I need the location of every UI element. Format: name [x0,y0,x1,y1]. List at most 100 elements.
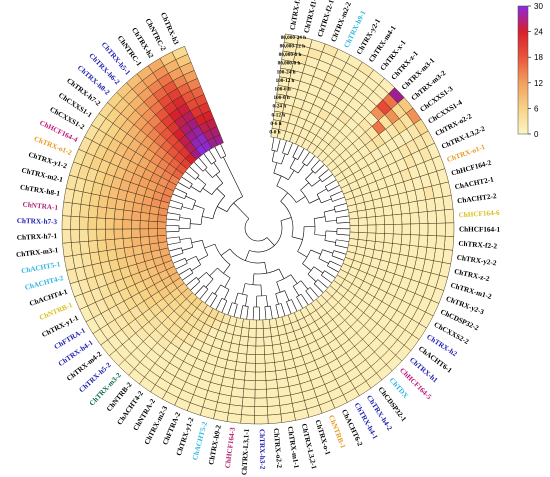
heatmap-cell [435,235,446,250]
tree-branch [175,267,178,270]
heatmap-cell [122,237,133,249]
heatmap-cell [374,232,385,243]
tree-branch [172,193,175,195]
heatmap-cell [105,228,115,241]
heatmap-cell [96,228,107,241]
heatmap-cell [157,234,168,244]
tree-branch [324,240,336,243]
tree-arc [202,240,209,256]
tree-branch [234,304,238,315]
heatmap-cell [418,211,429,224]
tree-branch [327,185,338,192]
heatmap-cell [242,388,256,399]
heatmap-cell [410,223,420,236]
tree-branch [296,296,303,307]
heatmap-cell [62,201,73,217]
heatmap-cell [265,379,278,390]
tree-branch [175,187,178,190]
heatmap-cell [265,370,277,381]
heatmap-cell [418,223,429,236]
heatmap-cell [70,241,82,256]
tree-branch [213,162,221,172]
tree-branch [224,277,231,288]
tree-branch [333,250,345,254]
tree-branch [186,255,197,262]
tree-branch [181,206,193,210]
colorbar-tick-label: 12 [534,79,543,88]
tree-branch [270,305,273,317]
gene-label: ChTRX-h8-1 [19,183,61,198]
tree-arc [184,258,188,264]
tree-arc [324,186,329,192]
tree-branch [332,197,343,202]
tree-branch [224,289,230,300]
heatmap-cell [105,238,116,251]
tree-branch [300,280,309,290]
tree-branch [334,179,337,181]
tree-branch [309,198,320,204]
tree-branch [168,236,180,239]
tree-branch [204,169,213,178]
tree-branch [339,265,342,267]
gene-label: ChTRX-f2-2 [458,240,498,251]
heatmap-cell [157,228,167,237]
sample-label: 0-24 h [272,104,286,110]
tree-branch [246,306,249,318]
heatmap-cell [79,229,89,243]
heatmap-cell [241,397,256,407]
tree-branch [281,153,286,165]
tree-branch [190,288,193,291]
tree-branch [189,166,192,169]
tree-branch [284,313,286,317]
tree-branch [331,255,343,260]
heatmap-cell [366,216,377,226]
heatmap-cell [366,232,377,242]
tree-arc [244,218,268,242]
gene-label: ChHCF164-1 [459,225,501,233]
tree-branch [306,157,314,167]
tree-branch [327,265,338,272]
gene-label: ChTRX-m1-1 [286,426,301,469]
heatmap-cell [234,361,247,372]
colorbar-tick-label: 6 [534,104,539,113]
tree-branch [202,216,214,219]
tree-branch [265,295,268,307]
heatmap-cell [268,318,278,329]
heatmap-cell [349,225,359,233]
tree-branch [289,158,296,169]
heatmap-cell [229,395,244,407]
tree-arc [307,266,315,275]
gene-label: ChTRX-o2-2 [272,428,283,469]
tree-branch [216,188,226,197]
heatmap-cell [131,210,142,221]
heatmap-cell [254,406,268,416]
heatmap-cell [436,222,446,237]
tree-branch [314,165,324,174]
gene-label: ChHCF164-2 [450,159,492,178]
heatmap-cell [105,207,116,220]
heatmap-cell [114,238,125,250]
heatmap-cell [148,228,158,237]
tree-branch [210,304,212,307]
heatmap-cell [96,206,107,219]
tree-branch [287,144,293,155]
heatmap-cell [139,220,150,230]
tree-arc [296,293,302,298]
tree-branch [169,242,181,245]
heatmap-cell [243,379,256,390]
heatmap-cell [401,223,411,235]
tree-branch [336,215,348,218]
tree-branch [227,166,234,177]
tree-branch [190,223,202,225]
tree-arc [276,274,292,283]
tree-branch [170,247,182,251]
tree-branch [276,140,281,152]
heatmap-cell [264,362,276,373]
tree-branch [280,303,285,315]
tree-branch [340,190,343,193]
tree-branch [275,304,279,316]
heatmap-cell [233,369,246,381]
heatmap-cell [247,336,257,347]
tree-branch [292,147,298,158]
heatmap-cell [349,231,359,240]
